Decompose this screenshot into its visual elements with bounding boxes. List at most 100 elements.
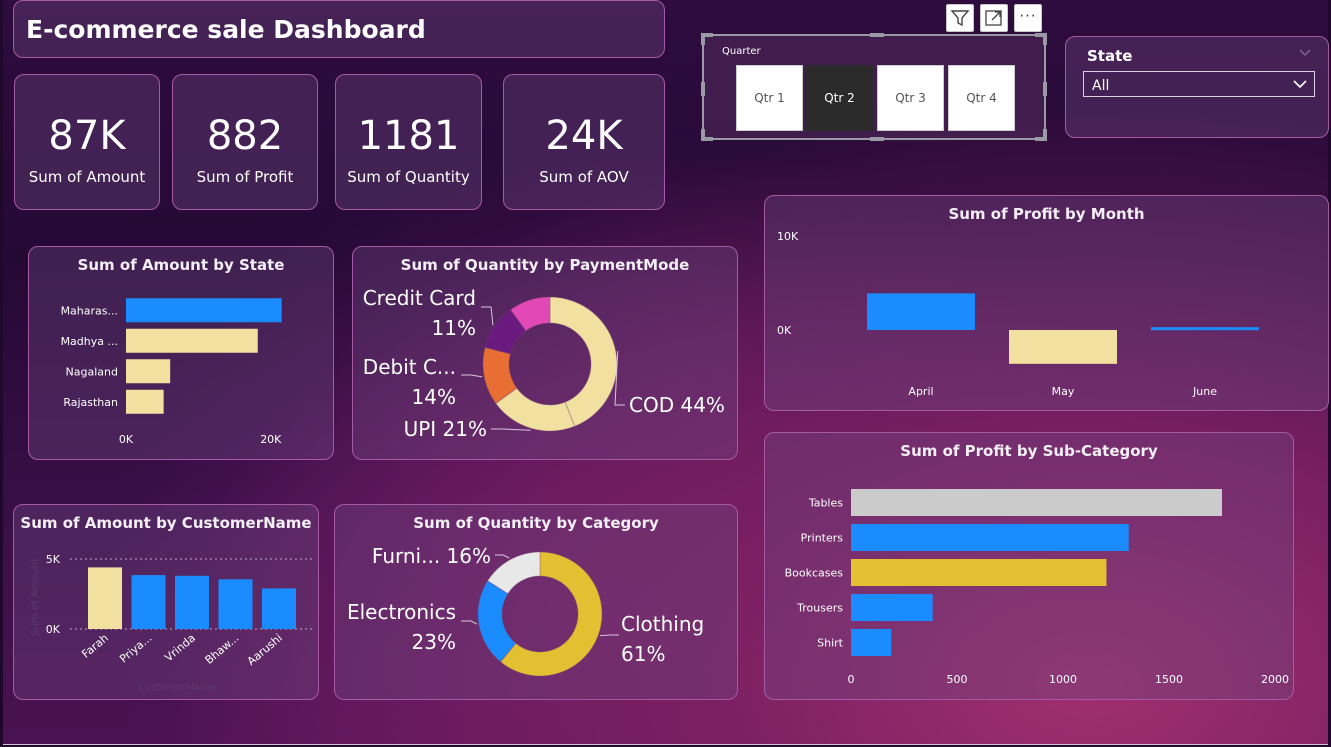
category-label: Printers [801, 532, 844, 545]
slice-label: 23% [412, 630, 456, 654]
bar [131, 575, 166, 629]
category-label: Bookcases [785, 567, 844, 580]
bar [126, 298, 282, 323]
leader-line [461, 620, 478, 625]
chart-profit-by-month[interactable]: Sum of Profit by Month April May June 10K 0K [764, 195, 1329, 411]
category-label: Aarushi [245, 631, 285, 668]
bar [851, 524, 1129, 551]
leader-line [491, 428, 531, 431]
more-options-button[interactable]: ··· [1014, 4, 1042, 32]
chart-title: Sum of Profit by Sub-Category [900, 442, 1158, 460]
quarter-button-3[interactable]: Qtr 3 [877, 65, 944, 131]
resize-handle[interactable] [701, 33, 705, 45]
bar [126, 328, 258, 353]
profit-by-month-plot: April May June 10K 0K [777, 230, 1259, 398]
pie-slice [477, 580, 517, 663]
kpi-value: 1181 [357, 113, 460, 159]
slice-label: Electronics [347, 600, 456, 624]
tick-label: 1500 [1155, 673, 1183, 686]
kpi-label: Sum of AOV [539, 168, 629, 186]
bar [262, 588, 296, 629]
category-label: Maharas... [61, 304, 118, 317]
chart-title: Sum of Profit by Month [948, 205, 1145, 223]
tick-label: 0K [777, 324, 792, 337]
chart-title: Sum of Amount by State [77, 256, 285, 274]
tick-label: 2000 [1261, 673, 1289, 686]
slice-label: 14% [412, 385, 456, 409]
category-label: Shirt [817, 637, 844, 650]
category-label: Vrinda [162, 631, 198, 664]
category-label: Trousers [796, 602, 843, 615]
resize-handle[interactable] [1043, 129, 1047, 141]
resize-handle[interactable] [1043, 82, 1047, 96]
chevron-down-icon [1293, 80, 1307, 89]
chart-quantity-by-category[interactable]: Sum of Quantity by Category Clothing 61% E… [334, 504, 738, 700]
quantity-by-paymentmode-plot: COD 44% UPI 21% Debit C... 14% Credit Card 11… [363, 286, 725, 441]
pie-slice [549, 296, 618, 427]
bar [175, 575, 209, 629]
slice-label: UPI 21% [404, 417, 487, 441]
filter-button[interactable] [946, 4, 974, 32]
focus-mode-button[interactable] [980, 4, 1008, 32]
bar [851, 594, 933, 621]
kpi-value: 882 [206, 113, 284, 159]
bar [218, 579, 253, 629]
resize-handle[interactable] [870, 33, 884, 37]
state-dropdown[interactable]: All [1083, 71, 1315, 97]
tick-label: 5K [46, 553, 61, 566]
amount-by-state-plot: Maharas... Madhya ... Nagaland Rajasthan 0K 2… [61, 298, 282, 446]
bar [126, 389, 164, 414]
category-label: June [1192, 385, 1217, 398]
kpi-label: Sum of Profit [196, 168, 294, 186]
tick-label: 0 [848, 673, 855, 686]
y-axis-title: Sum of Amount [30, 558, 41, 636]
slice-label: Furni... 16% [372, 544, 491, 568]
resize-handle[interactable] [870, 137, 884, 141]
chevron-down-icon[interactable] [1298, 47, 1312, 57]
category-label: Nagaland [66, 365, 118, 378]
chart-profit-by-subcategory[interactable]: Sum of Profit by Sub-Category Tables Prin… [764, 432, 1294, 700]
resize-handle[interactable] [1043, 33, 1047, 45]
resize-handle[interactable] [701, 137, 713, 141]
slice-label: Debit C... [363, 355, 456, 379]
page-title: E-commerce sale Dashboard [26, 15, 426, 44]
quantity-by-category-plot: Clothing 61% Electronics 23% Furni... 16% [347, 544, 704, 677]
title-card: E-commerce sale Dashboard [13, 0, 665, 58]
kpi-label: Sum of Amount [28, 168, 146, 186]
pie-slice [484, 309, 527, 355]
state-slicer-label: State [1087, 47, 1133, 65]
bar [1009, 330, 1117, 364]
chart-title: Sum of Quantity by PaymentMode [400, 256, 690, 274]
quarter-button-1[interactable]: Qtr 1 [736, 65, 803, 131]
resize-handle[interactable] [1035, 33, 1047, 37]
chart-quantity-by-paymentmode[interactable]: Sum of Quantity by PaymentMode COD 44% UP… [352, 246, 738, 460]
category-label: Bhaw... [203, 631, 242, 667]
category-label: Farah [79, 631, 111, 660]
pie-slice [499, 551, 603, 677]
chart-amount-by-state[interactable]: Sum of Amount by State Maharas... Madhya … [28, 246, 334, 460]
bar [851, 559, 1107, 586]
resize-handle[interactable] [1035, 137, 1047, 141]
slice-label: Credit Card [363, 286, 476, 310]
chart-title: Sum of Quantity by Category [413, 514, 659, 532]
category-label: Rajasthan [63, 396, 118, 409]
quarter-slicer[interactable]: Quarter Qtr 1 Qtr 2 Qtr 3 Qtr 4 [701, 33, 1047, 141]
kpi-card-quantity: 1181 Sum of Quantity [335, 74, 482, 210]
quarter-button-2[interactable]: Qtr 2 [806, 65, 873, 131]
quarter-button-4[interactable]: Qtr 4 [948, 65, 1015, 131]
bar [1151, 327, 1259, 331]
resize-handle[interactable] [701, 82, 705, 96]
tick-label: 10K [777, 230, 799, 243]
resize-handle[interactable] [701, 129, 705, 141]
category-label: May [1052, 385, 1075, 398]
category-label: Tables [808, 497, 843, 510]
resize-handle[interactable] [701, 33, 713, 37]
dashboard-canvas: E-commerce sale Dashboard ··· Quarter Qt… [3, 0, 1329, 745]
leader-line [495, 554, 510, 559]
more-options-icon: ··· [1019, 7, 1037, 25]
chart-amount-by-customername[interactable]: Sum of Amount by CustomerName 5K 0K Farah P… [13, 504, 319, 700]
focus-mode-icon [985, 10, 1002, 26]
state-dropdown-value: All [1092, 78, 1110, 94]
tick-label: 20K [260, 433, 282, 446]
slice-label: 11% [432, 316, 476, 340]
